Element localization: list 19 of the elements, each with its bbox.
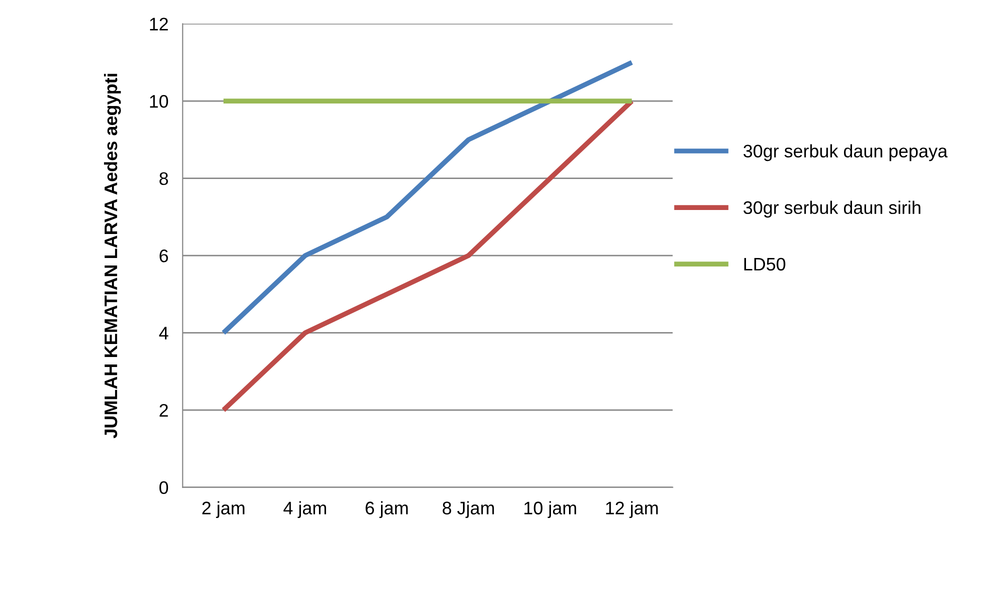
line-series <box>221 60 634 336</box>
y-tick-label: 2 <box>160 404 168 417</box>
legend-label: 30gr serbuk daun pepaya <box>744 144 948 162</box>
y-tick-label: 6 <box>160 249 168 262</box>
y-axis-title: JUMLAH KEMATIAN LARVA Aedes aegypti <box>104 74 121 438</box>
x-tick-label: 10 jam <box>524 501 576 518</box>
y-tick-label: 4 <box>159 326 168 340</box>
legend-label: 30gr serbuk daun sirih <box>744 200 920 218</box>
x-tick-label: 8 Jjam <box>442 501 494 518</box>
legend-label: LD50 <box>744 258 786 271</box>
y-tick-label: 0 <box>159 481 168 494</box>
x-tick-label: 12 jam <box>606 501 658 518</box>
y-tick-label: 12 <box>150 18 168 30</box>
y-tick-label: 8 <box>160 172 168 186</box>
x-tick-label: 6 jam <box>366 501 408 518</box>
y-tick-label: 10 <box>150 94 168 108</box>
x-tick-label: 4 jam <box>283 501 326 518</box>
x-tick-label: 2 jam <box>202 501 244 518</box>
line-series <box>221 98 634 412</box>
